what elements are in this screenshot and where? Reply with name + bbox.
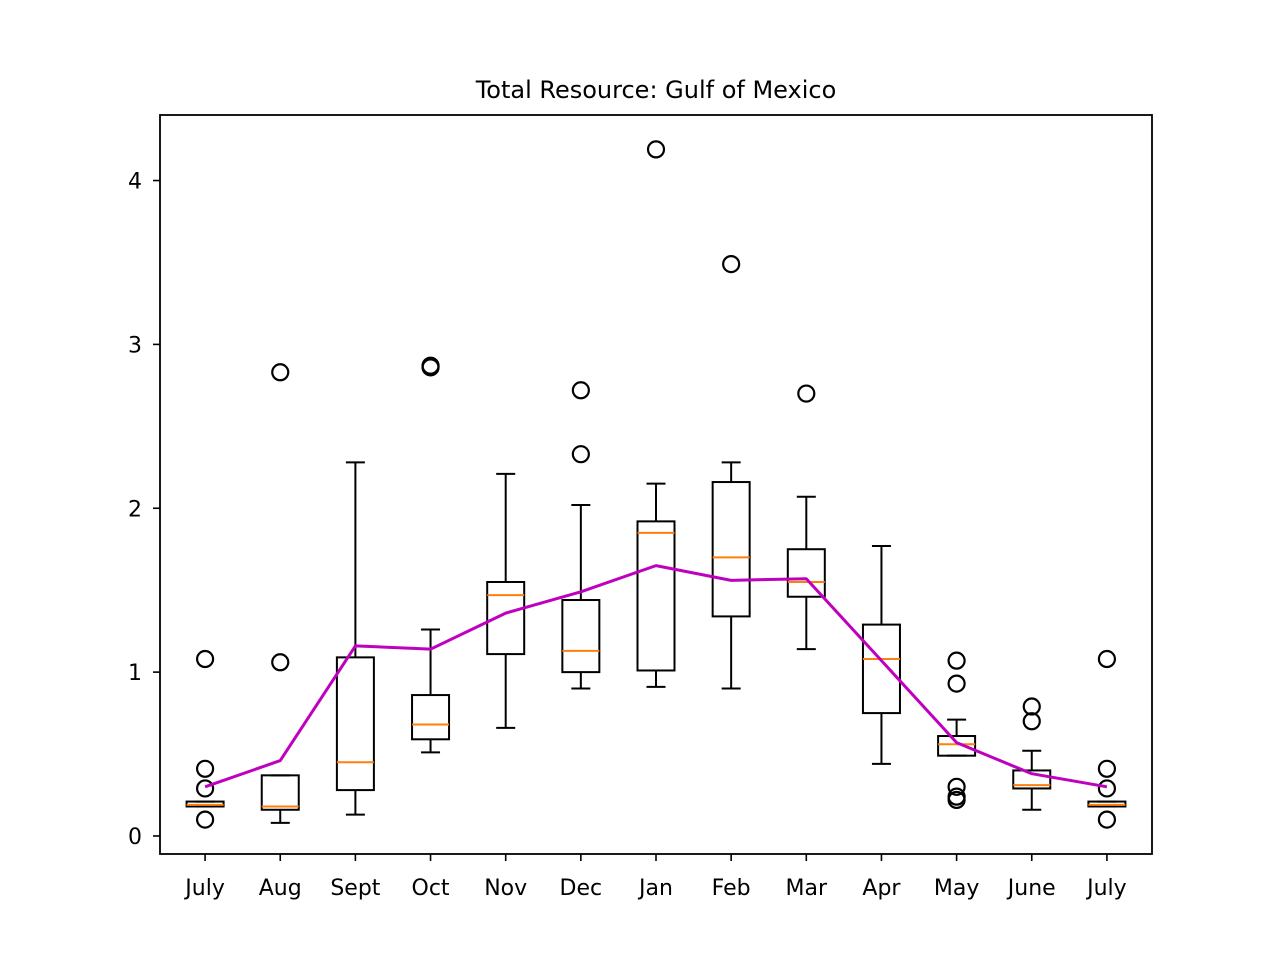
- x-tick-label: Apr: [862, 876, 901, 901]
- box-body: [636, 520, 676, 672]
- box-body: [711, 481, 751, 618]
- box-body: [335, 656, 375, 792]
- outlier-point: [1097, 779, 1117, 798]
- outlier-point: [947, 790, 966, 810]
- box-7: [636, 140, 676, 688]
- outlier-point: [947, 674, 966, 693]
- box-body: [786, 548, 826, 598]
- x-tick-label: Jan: [637, 876, 673, 901]
- outlier-point: [571, 445, 590, 464]
- box-body: [411, 694, 451, 741]
- outlier-point: [646, 140, 666, 159]
- y-tick-label: 4: [128, 170, 142, 195]
- box-8: [711, 255, 751, 690]
- mean-line: [204, 564, 1108, 789]
- box-body: [1012, 769, 1052, 790]
- outlier-point: [195, 759, 215, 778]
- outlier-point: [421, 358, 440, 377]
- box-body: [861, 623, 901, 715]
- box-5: [486, 472, 526, 729]
- y-tick-label: 3: [128, 333, 142, 358]
- box-1: [185, 649, 225, 829]
- outlier-point: [947, 777, 966, 796]
- outlier-point: [195, 649, 215, 669]
- outlier-point: [1097, 810, 1117, 829]
- plot-area: [185, 140, 1127, 829]
- box-6: [561, 381, 601, 690]
- outlier-point: [1022, 712, 1041, 731]
- outlier-point: [195, 810, 215, 829]
- x-tick-label: Oct: [412, 876, 450, 901]
- box-10: [861, 544, 901, 765]
- x-tick-label: Aug: [259, 876, 302, 901]
- box-4: [411, 356, 451, 754]
- x-tick-label: Nov: [484, 876, 527, 901]
- x-tick-label: June: [1006, 876, 1056, 901]
- box-11: [937, 651, 977, 810]
- x-tick-label: Sept: [330, 876, 380, 901]
- y-tick-label: 0: [128, 825, 142, 850]
- y-tick-label: 1: [128, 661, 142, 686]
- y-tick-label: 2: [128, 497, 142, 522]
- box-3: [335, 461, 375, 816]
- box-body: [486, 580, 526, 656]
- outlier-point: [947, 651, 966, 670]
- outlier-point: [271, 653, 290, 672]
- outlier-point: [571, 381, 590, 400]
- axes: 0 1 2 3 4 July Aug Sept Oct Nov Dec Jan Feb Mar Apr May…: [128, 114, 1153, 901]
- box-13: [1087, 649, 1127, 829]
- x-tick-label: July: [1085, 876, 1127, 901]
- outlier-point: [271, 363, 290, 382]
- outlier-point: [1022, 697, 1041, 716]
- box-body: [937, 735, 977, 757]
- outlier-point: [797, 384, 816, 403]
- x-tick-label: July: [183, 876, 225, 901]
- x-tick-label: Mar: [786, 876, 828, 901]
- box-9: [786, 384, 826, 651]
- outlier-point: [1097, 649, 1117, 669]
- box-body: [561, 599, 601, 674]
- x-tick-label: Dec: [560, 876, 603, 901]
- outlier-point: [722, 255, 741, 274]
- box-12: [1012, 697, 1052, 811]
- x-tick-label: Feb: [712, 876, 751, 901]
- x-tick-label: May: [934, 876, 979, 901]
- chart-title: Total Resource: Gulf of Mexico: [475, 76, 837, 104]
- box-body: [260, 774, 300, 811]
- outlier-point: [1097, 759, 1117, 778]
- outlier-point: [195, 779, 215, 798]
- box-2: [260, 363, 300, 824]
